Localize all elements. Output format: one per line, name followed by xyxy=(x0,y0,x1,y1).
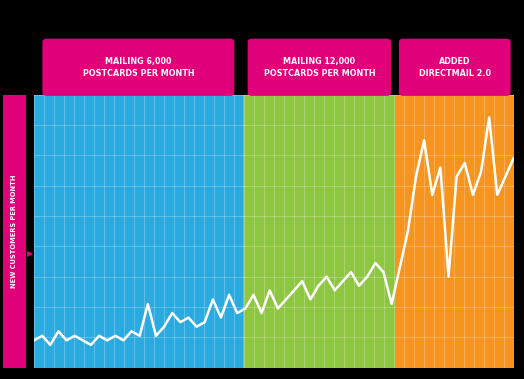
Bar xyxy=(243,95,396,368)
Bar xyxy=(34,95,243,368)
Text: ▶: ▶ xyxy=(27,249,34,257)
Text: MAILING 12,000
POSTCARDS PER MONTH: MAILING 12,000 POSTCARDS PER MONTH xyxy=(264,56,375,78)
Text: MAILING 6,000
POSTCARDS PER MONTH: MAILING 6,000 POSTCARDS PER MONTH xyxy=(83,56,194,78)
Text: NEW CUSTOMERS PER MONTH: NEW CUSTOMERS PER MONTH xyxy=(12,174,17,288)
Text: ADDED
DIRECTMAIL 2.0: ADDED DIRECTMAIL 2.0 xyxy=(419,56,491,78)
Bar xyxy=(396,95,514,368)
